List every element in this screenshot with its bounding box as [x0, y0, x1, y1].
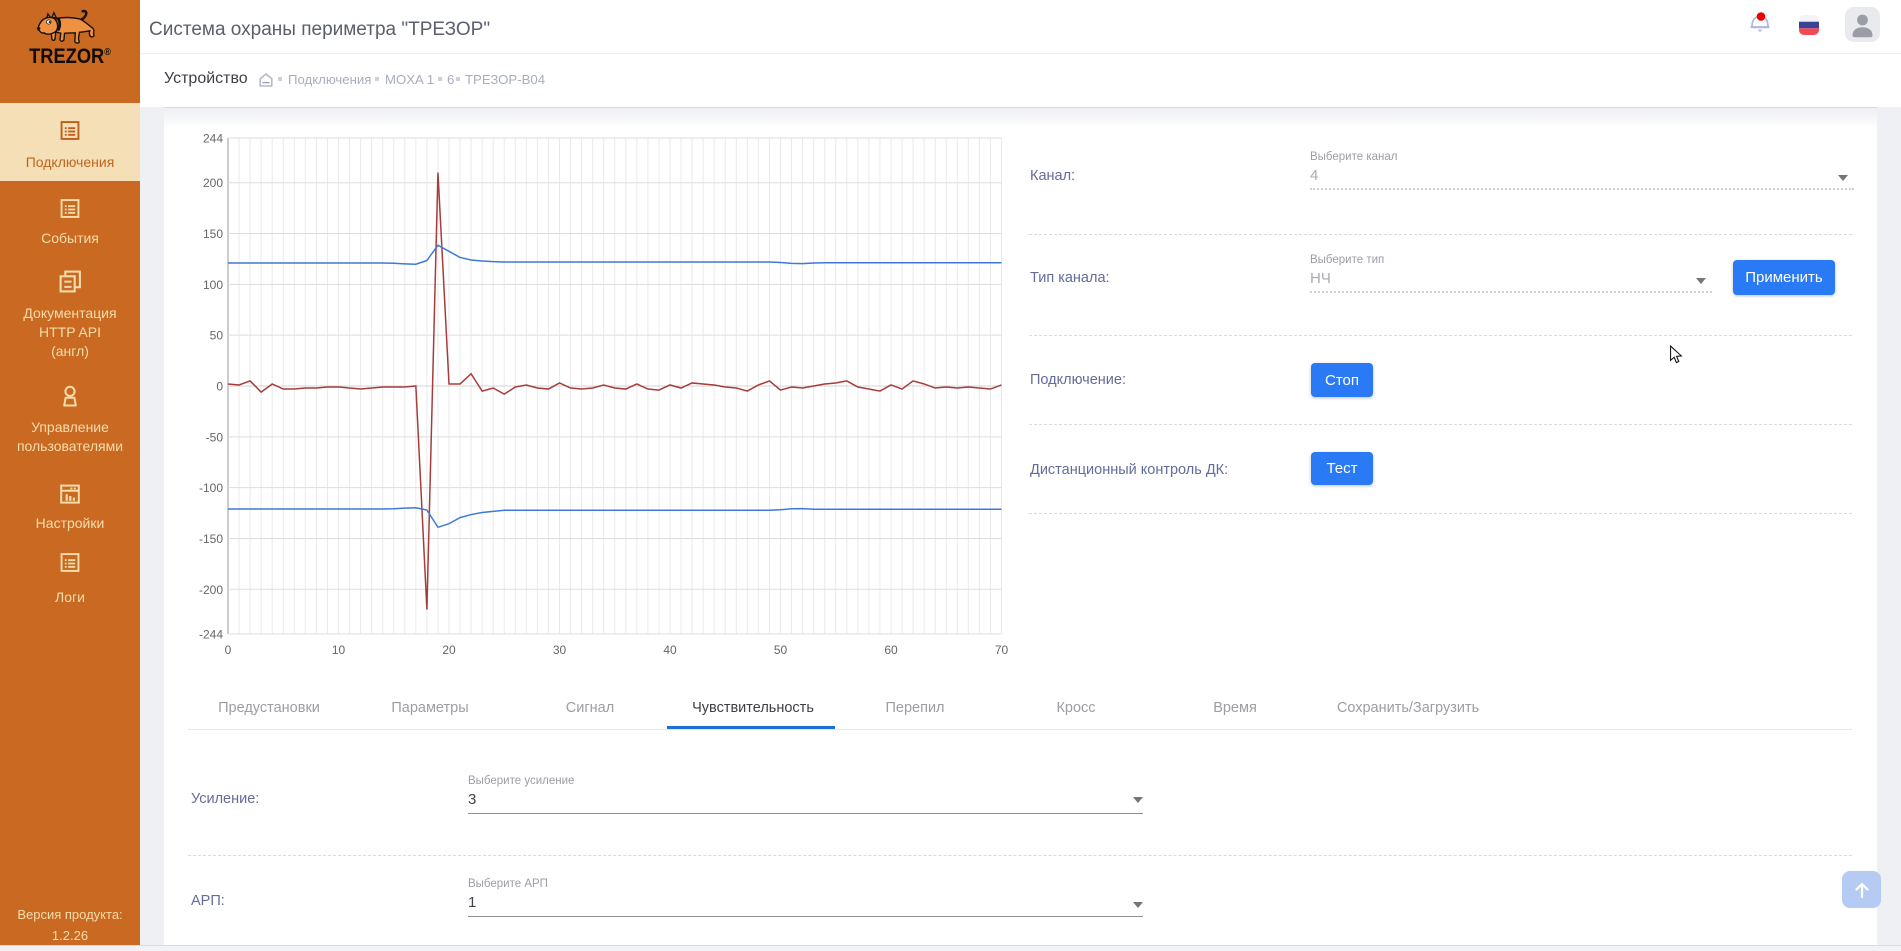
svg-text:70: 70	[995, 643, 1009, 657]
svg-text:20: 20	[442, 643, 456, 657]
svg-text:-100: -100	[199, 481, 223, 495]
svg-text:40: 40	[663, 643, 677, 657]
svg-text:-150: -150	[199, 532, 223, 546]
svg-text:150: 150	[203, 227, 223, 241]
svg-text:244: 244	[203, 132, 223, 146]
svg-text:10: 10	[332, 643, 346, 657]
svg-text:50: 50	[774, 643, 788, 657]
svg-text:-50: -50	[206, 430, 224, 444]
svg-text:0: 0	[216, 380, 223, 394]
svg-text:0: 0	[225, 643, 232, 657]
svg-text:60: 60	[884, 643, 898, 657]
svg-text:-244: -244	[199, 628, 223, 642]
svg-text:100: 100	[203, 278, 223, 292]
svg-text:200: 200	[203, 176, 223, 190]
svg-text:-200: -200	[199, 583, 223, 597]
svg-text:30: 30	[553, 643, 567, 657]
svg-text:50: 50	[210, 329, 224, 343]
